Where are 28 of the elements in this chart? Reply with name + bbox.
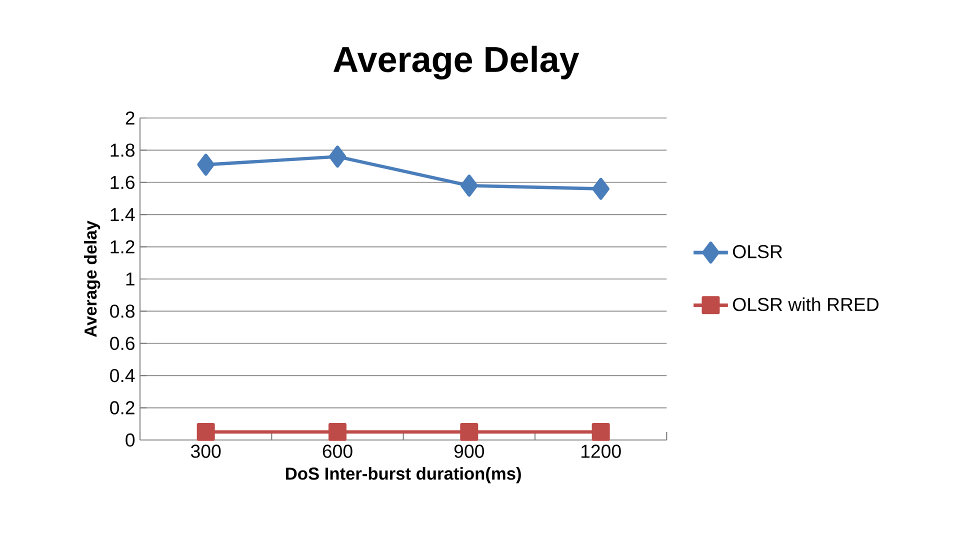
point: [592, 178, 610, 200]
point: [592, 422, 610, 441]
y-tick-label: 0.8: [110, 304, 134, 318]
point: [328, 422, 347, 441]
point: [460, 174, 478, 197]
y-tick-label: 1.4: [110, 208, 135, 222]
point: [196, 422, 215, 441]
point: [460, 422, 478, 441]
legend-label: OLSR: [733, 245, 782, 258]
y-tick-label: 1: [126, 272, 134, 286]
chart-title: Average Delay: [333, 46, 580, 80]
x-tick-label: 900: [454, 444, 484, 458]
x-tick-label: 1200: [581, 444, 621, 458]
y-tick-label: 0.6: [110, 336, 134, 350]
y-tick-label: 0.2: [110, 401, 134, 414]
y-tick-label: 0: [126, 433, 135, 447]
point: [197, 154, 215, 176]
legend-label: OLSR with RRED: [733, 297, 878, 312]
y-tick-label: 0.4: [110, 368, 135, 382]
y-tick-label: 1.8: [110, 144, 134, 157]
y-axis-title: Average delay: [84, 220, 100, 338]
y-tick-label: 1.6: [110, 176, 134, 190]
y-tick-label: 1.2: [110, 240, 134, 254]
x-axis-title: DoS Inter-burst duration(ms): [286, 467, 521, 484]
x-tick-label: 600: [322, 444, 352, 458]
y-tick-label: 2: [126, 111, 134, 125]
x-tick-label: 300: [190, 444, 221, 458]
point: [328, 146, 346, 168]
